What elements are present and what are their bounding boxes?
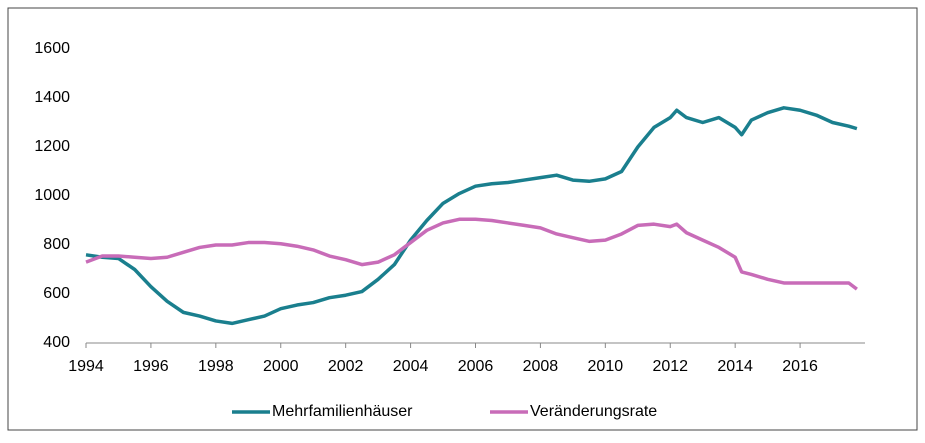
x-tick-label: 2016: [782, 358, 818, 375]
legend-label: Mehrfamilienhäuser: [272, 403, 413, 420]
x-tick-label: 1996: [133, 358, 169, 375]
y-tick-label: 1400: [34, 89, 70, 106]
x-tick-label: 2002: [328, 358, 364, 375]
x-tick-label: 2000: [263, 358, 299, 375]
chart-frame: [7, 7, 918, 431]
x-tick-label: 1998: [198, 358, 234, 375]
x-tick-label: 2010: [588, 358, 624, 375]
y-tick-label: 1000: [34, 187, 70, 204]
series-line: [85, 106, 858, 326]
x-tick-label: 2012: [652, 358, 688, 375]
y-tick-label: 1600: [34, 40, 70, 57]
legend-label: Veränderungsrate: [530, 403, 657, 420]
x-tick-label: 2014: [717, 358, 753, 375]
y-tick-label: 1200: [34, 138, 70, 155]
series-line: [85, 217, 858, 291]
x-tick-label: 1994: [68, 358, 104, 375]
y-tick-label: 800: [43, 236, 70, 253]
x-tick-label: 2008: [523, 358, 559, 375]
x-tick-label: 2006: [458, 358, 494, 375]
y-tick-label: 400: [43, 334, 70, 351]
x-tick-label: 2004: [393, 358, 429, 375]
y-tick-label: 600: [43, 285, 70, 302]
